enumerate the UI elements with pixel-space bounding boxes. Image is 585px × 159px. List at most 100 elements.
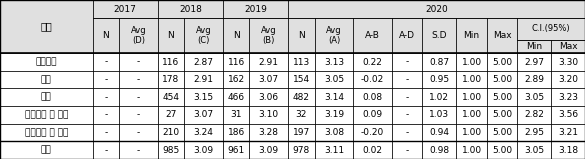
- Bar: [288, 88, 315, 106]
- Text: 3.07: 3.07: [194, 110, 214, 119]
- Bar: [288, 141, 315, 159]
- Bar: [551, 141, 585, 159]
- Bar: [92, 53, 119, 71]
- Bar: [456, 18, 487, 53]
- Text: 985: 985: [163, 146, 180, 155]
- Text: 2017: 2017: [113, 5, 136, 14]
- Bar: [0, 106, 92, 124]
- Bar: [551, 124, 585, 141]
- Text: N: N: [168, 31, 174, 40]
- Bar: [119, 141, 158, 159]
- Bar: [517, 106, 551, 124]
- Bar: [456, 53, 487, 71]
- Bar: [92, 106, 119, 124]
- Text: 978: 978: [292, 146, 310, 155]
- Bar: [119, 124, 158, 141]
- Text: 2.82: 2.82: [524, 110, 544, 119]
- Bar: [456, 124, 487, 141]
- Bar: [288, 18, 315, 53]
- Bar: [184, 18, 223, 53]
- Bar: [422, 18, 456, 53]
- Bar: [92, 53, 119, 71]
- Bar: [392, 88, 422, 106]
- Text: N: N: [102, 31, 109, 40]
- Text: 3.09: 3.09: [259, 146, 279, 155]
- Bar: [487, 71, 517, 88]
- Text: 3.56: 3.56: [558, 110, 578, 119]
- Text: 5.00: 5.00: [492, 146, 512, 155]
- Bar: [223, 141, 249, 159]
- Text: 3.14: 3.14: [324, 93, 344, 102]
- Text: 482: 482: [293, 93, 310, 102]
- Bar: [551, 71, 585, 88]
- Bar: [119, 53, 158, 71]
- Bar: [249, 71, 288, 88]
- Bar: [422, 71, 456, 88]
- Bar: [517, 71, 551, 88]
- Bar: [487, 53, 517, 71]
- Text: 31: 31: [230, 110, 242, 119]
- Bar: [422, 141, 456, 159]
- Bar: [249, 18, 288, 53]
- Bar: [551, 106, 585, 124]
- Text: 3.13: 3.13: [324, 58, 344, 66]
- Bar: [456, 18, 487, 53]
- Bar: [92, 0, 158, 18]
- Bar: [288, 106, 315, 124]
- Text: 3.24: 3.24: [194, 128, 214, 137]
- Bar: [517, 88, 551, 106]
- Bar: [92, 141, 119, 159]
- Bar: [315, 18, 353, 53]
- Text: 0.98: 0.98: [429, 146, 449, 155]
- Text: -0.20: -0.20: [361, 128, 384, 137]
- Bar: [422, 106, 456, 124]
- Bar: [517, 141, 551, 159]
- Bar: [223, 141, 249, 159]
- Bar: [92, 71, 119, 88]
- Bar: [517, 124, 551, 141]
- Bar: [315, 18, 353, 53]
- Bar: [92, 88, 119, 106]
- Text: 116: 116: [228, 58, 245, 66]
- Bar: [223, 0, 288, 18]
- Bar: [158, 106, 184, 124]
- Bar: [119, 71, 158, 88]
- Bar: [184, 18, 223, 53]
- Text: 0.08: 0.08: [363, 93, 383, 102]
- Text: 1.03: 1.03: [429, 110, 449, 119]
- Text: 1.00: 1.00: [462, 128, 481, 137]
- Bar: [353, 141, 392, 159]
- Bar: [184, 124, 223, 141]
- Bar: [158, 124, 184, 141]
- Bar: [288, 0, 585, 18]
- Bar: [0, 53, 92, 71]
- Text: 5.00: 5.00: [492, 58, 512, 66]
- Text: 154: 154: [292, 75, 310, 84]
- Text: 3.28: 3.28: [259, 128, 279, 137]
- Bar: [249, 124, 288, 141]
- Bar: [92, 141, 119, 159]
- Bar: [158, 18, 184, 53]
- Text: 3.05: 3.05: [324, 75, 344, 84]
- Text: 5.00: 5.00: [492, 128, 512, 137]
- Bar: [456, 88, 487, 106]
- Bar: [249, 88, 288, 106]
- Bar: [288, 18, 315, 53]
- Bar: [315, 71, 353, 88]
- Text: 3.20: 3.20: [558, 75, 578, 84]
- Bar: [551, 124, 585, 141]
- Text: -: -: [405, 58, 409, 66]
- Bar: [392, 71, 422, 88]
- Text: N: N: [233, 31, 239, 40]
- Bar: [92, 124, 119, 141]
- Bar: [184, 53, 223, 71]
- Text: 3.18: 3.18: [558, 146, 578, 155]
- Text: 2019: 2019: [244, 5, 267, 14]
- Bar: [353, 18, 392, 53]
- Text: 3.19: 3.19: [324, 110, 344, 119]
- Text: -: -: [104, 146, 108, 155]
- Bar: [249, 106, 288, 124]
- Bar: [158, 141, 184, 159]
- Text: 1.00: 1.00: [462, 146, 481, 155]
- Bar: [392, 18, 422, 53]
